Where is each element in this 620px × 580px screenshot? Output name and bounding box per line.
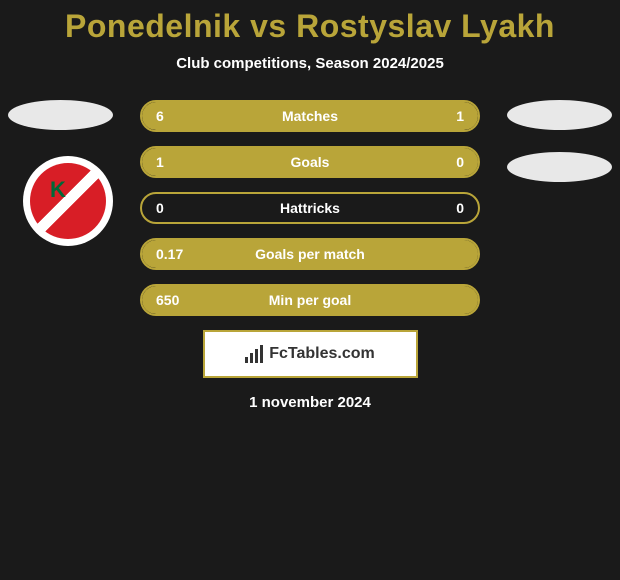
fctables-logo[interactable]: FcTables.com	[203, 330, 418, 378]
stat-value-left: 1	[156, 154, 164, 170]
player-right-placeholder-1	[507, 100, 612, 130]
stat-row: 0.17 Goals per match	[140, 238, 480, 270]
stat-value-left: 6	[156, 108, 164, 124]
stat-row: 0 Hattricks 0	[140, 192, 480, 224]
stat-value-right: 0	[456, 200, 464, 216]
player-left-placeholder-1	[8, 100, 113, 130]
stat-row: 650 Min per goal	[140, 284, 480, 316]
stat-value-left: 0.17	[156, 246, 183, 262]
snapshot-date: 1 november 2024	[0, 394, 620, 411]
stat-bar-left	[142, 102, 404, 130]
content-area: K 6 Matches 1 1 Goals 0 0 Hattricks 0 0.17 Goals p…	[0, 100, 620, 411]
comparison-title: Ponedelnik vs Rostyslav Lyakh	[0, 0, 620, 45]
player-right-placeholder-2	[507, 152, 612, 182]
stat-row: 1 Goals 0	[140, 146, 480, 178]
stat-value-left: 650	[156, 292, 179, 308]
stat-value-left: 0	[156, 200, 164, 216]
stat-bar-right	[404, 102, 478, 130]
season-subtitle: Club competitions, Season 2024/2025	[0, 55, 620, 72]
stat-label: Min per goal	[269, 292, 351, 308]
stat-row: 6 Matches 1	[140, 100, 480, 132]
stat-value-right: 1	[456, 108, 464, 124]
fctables-text: FcTables.com	[269, 345, 375, 363]
stat-label: Matches	[282, 108, 338, 124]
club-badge-inner: K	[30, 163, 106, 239]
club-badge-letter: K	[50, 177, 66, 203]
stat-value-right: 0	[456, 154, 464, 170]
chart-icon	[245, 345, 263, 363]
stat-label: Goals	[291, 154, 330, 170]
stat-label: Hattricks	[280, 200, 340, 216]
stat-rows-container: 6 Matches 1 1 Goals 0 0 Hattricks 0 0.17 Goals per…	[140, 100, 480, 316]
club-badge: K	[23, 156, 113, 246]
stat-label: Goals per match	[255, 246, 365, 262]
